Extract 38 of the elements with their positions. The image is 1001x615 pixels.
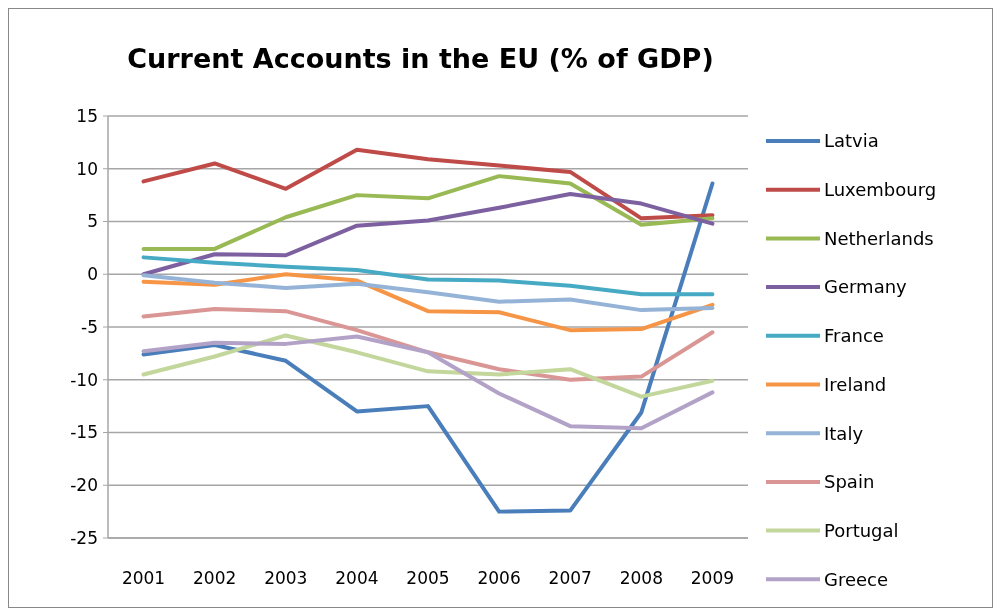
line-series	[141, 333, 715, 399]
y-tick-label: -20	[70, 475, 98, 496]
line-series	[141, 174, 715, 251]
legend-label: Germany	[824, 276, 908, 298]
y-tick-label: -15	[70, 422, 98, 443]
legend-label: Portugal	[824, 519, 899, 541]
line-series	[141, 147, 715, 221]
legend-label: Netherlands	[824, 227, 934, 249]
line-series	[141, 181, 715, 514]
legend-label: Spain	[824, 471, 875, 493]
legend-label: Ireland	[824, 373, 887, 395]
y-tick-label: 15	[76, 105, 98, 126]
line-series	[141, 273, 715, 313]
x-tick-label: 2002	[193, 568, 237, 588]
line-series	[141, 192, 715, 277]
y-tick-label: 0	[87, 264, 98, 285]
legend-label: Luxembourg	[824, 179, 937, 200]
legend-label: Greece	[824, 568, 889, 590]
x-tick-label: 2009	[690, 568, 735, 588]
legend-label: France	[824, 325, 884, 347]
y-tick-label: 10	[76, 158, 98, 179]
line-series	[141, 334, 715, 431]
line-series	[141, 255, 715, 297]
y-tick-label: -25	[70, 527, 98, 548]
y-tick-label: -10	[70, 369, 98, 390]
x-tick-label: 2008	[619, 568, 663, 588]
x-tick-label: 2001	[121, 568, 166, 588]
legend-label: Italy	[824, 422, 864, 444]
x-tick-label: 2003	[264, 568, 308, 588]
x-tick-label: 2005	[406, 568, 450, 588]
x-tick-label: 2006	[477, 568, 521, 588]
y-tick-label: -5	[81, 316, 98, 337]
line-series	[141, 272, 715, 333]
legend-label: Latvia	[824, 130, 879, 152]
x-tick-label: 2007	[548, 568, 592, 588]
chart-title: Current Accounts in the EU (% of GDP)	[127, 43, 714, 74]
y-tick-label: 5	[87, 211, 98, 232]
x-tick-label: 2004	[335, 568, 379, 588]
